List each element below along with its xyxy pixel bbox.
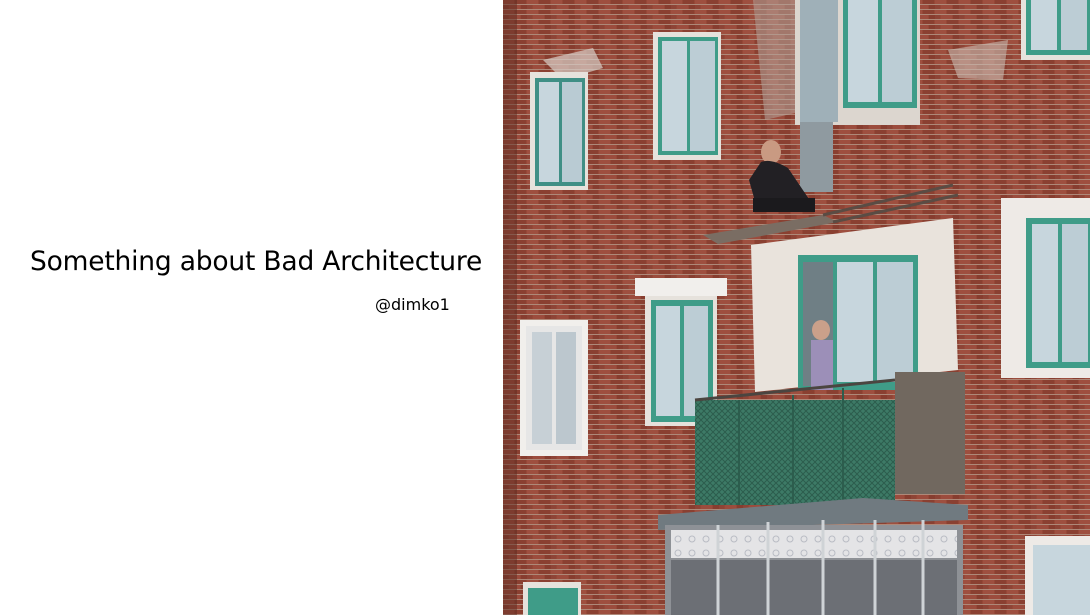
balcony-door-with-woman [751, 218, 958, 392]
building-photo [503, 0, 1090, 615]
author-handle: @dimko1 [375, 295, 450, 314]
window-top-left [530, 72, 588, 190]
window-top-middle [653, 32, 721, 160]
window-middle-left [520, 320, 588, 456]
green-balcony [694, 372, 965, 505]
window-middle-right [1001, 198, 1090, 378]
balcony-slab [703, 183, 959, 244]
window-top-right-door [795, 0, 920, 192]
window-bottom-right [1025, 536, 1090, 615]
text-panel: Something about Bad Architecture @dimko1 [0, 0, 503, 615]
window-bottom-left [523, 582, 581, 615]
window-top-far-right [1021, 0, 1090, 60]
glazed-balcony [658, 498, 968, 615]
sitting-man [749, 140, 815, 212]
slide-title: Something about Bad Architecture [30, 246, 483, 277]
